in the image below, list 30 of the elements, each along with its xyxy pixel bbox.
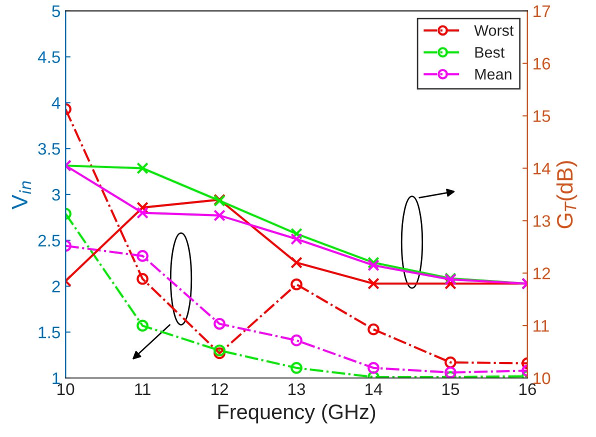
y-tick-label: 4 — [52, 97, 60, 109]
y2-tick-label: 11 — [534, 320, 549, 332]
legend-label: Best — [475, 47, 505, 58]
x-tick-label: 16 — [519, 383, 536, 396]
y-tick-label: 3.5 — [38, 142, 60, 155]
y-tick-label: 2.5 — [38, 234, 60, 247]
y2-tick-label: 10 — [534, 372, 550, 384]
y-tick-label: 5 — [52, 6, 60, 18]
y2-tick-label: 14 — [534, 162, 550, 174]
y-tick-label: 2 — [52, 280, 60, 292]
y2-tick-label: 12 — [534, 268, 550, 280]
y-tick-label: 4.5 — [38, 51, 60, 64]
x-tick-label: 14 — [365, 383, 382, 395]
legend-label: Mean — [475, 68, 512, 80]
x-tick-label: 12 — [212, 383, 228, 395]
legend-label: Worst — [474, 25, 514, 36]
y-tick-label: 1.5 — [38, 326, 60, 338]
y2-tick-label: 13 — [534, 215, 550, 227]
y2-tick-label: 17 — [534, 6, 550, 17]
y-axis-title: V$_{in}$ — [12, 181, 31, 210]
x-tick-label: 15 — [442, 383, 460, 396]
y2-axis-title: G$_{T}$(dB) — [556, 161, 578, 228]
y2-tick-label: 16 — [534, 58, 550, 70]
x-tick-label: 11 — [135, 383, 150, 395]
x-tick-label: 10 — [58, 383, 74, 396]
x-tick-label: 13 — [288, 383, 306, 396]
x-axis-title: Frequency (GHz) — [218, 404, 376, 424]
y-tick-label: 1 — [52, 372, 60, 384]
y2-tick-label: 15 — [534, 110, 550, 122]
y-tick-label: 3 — [52, 188, 60, 201]
